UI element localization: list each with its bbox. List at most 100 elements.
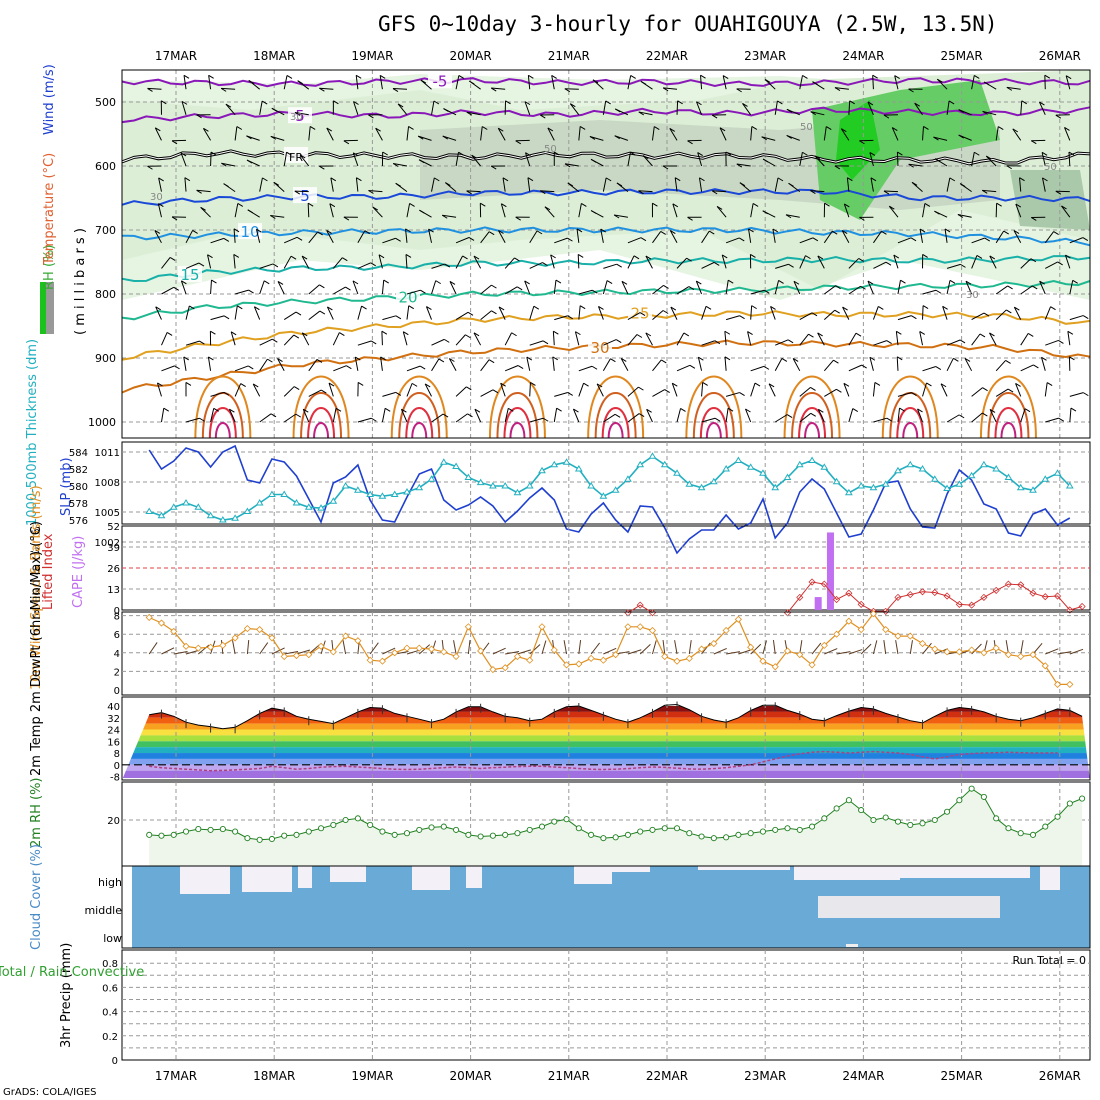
wind-barb: [841, 230, 850, 244]
thickness-point: [673, 469, 681, 476]
wind-barb: [259, 338, 273, 346]
temperature-band: [122, 723, 1090, 730]
wind-barb: [180, 280, 187, 295]
temperature-contour: [121, 77, 1091, 88]
wind-barb-flag: [379, 74, 386, 79]
wind-barb-flag: [368, 190, 374, 194]
wind-barb-flag: [317, 231, 323, 236]
wind-speed-point: [1066, 680, 1074, 688]
wind-barb: [382, 237, 396, 244]
surface-temperature-contour: [313, 422, 330, 439]
surface-temperature-contour: [300, 392, 343, 439]
wind-barb: [504, 365, 519, 372]
wind-barb-flag: [870, 177, 877, 182]
wind-barb: [578, 289, 593, 295]
wind-barb: [578, 383, 585, 397]
wind-barb: [894, 75, 899, 90]
wind-barb-flag: [788, 263, 794, 268]
wind-barb: [638, 190, 653, 193]
pressure-tick-label: 700: [95, 224, 116, 237]
middle-cloud-gap: [818, 896, 870, 900]
surface-temperature-contour: [594, 392, 637, 439]
wind-barb-flag: [481, 126, 488, 130]
rh-point: [698, 833, 705, 840]
wind-barb: [651, 640, 657, 655]
wind-barb: [552, 331, 555, 346]
wind-barb-flag: [270, 215, 276, 219]
thickness-point: [403, 487, 411, 495]
wind-barb-flag: [748, 228, 754, 233]
wind-barb: [1020, 100, 1023, 115]
wind-barb-flag: [664, 389, 670, 393]
surface-temperature-contour: [1000, 422, 1017, 439]
rh-point: [845, 797, 852, 804]
wind-barb: [355, 75, 359, 90]
wind-barb-flag: [922, 253, 928, 258]
wind-barb: [480, 359, 490, 372]
wind-barb-flag: [688, 286, 695, 290]
wind-barb: [234, 365, 249, 372]
surface-temperature-contour: [881, 375, 939, 439]
wind-barb: [672, 203, 678, 218]
wind-barb: [883, 640, 887, 655]
wind-barb-flag: [1027, 332, 1034, 337]
wind-barb: [308, 231, 319, 244]
wind-barb: [228, 409, 236, 423]
wind-barb-flag: [271, 107, 278, 112]
wind-barb-flag: [466, 386, 472, 391]
wind-barb: [1045, 261, 1058, 269]
wind-barb: [646, 409, 653, 423]
cloud-level-label: low: [103, 932, 122, 945]
wind-barb-flag: [353, 152, 359, 157]
high-cloud-gap: [180, 866, 230, 894]
wind-barb: [995, 126, 999, 141]
contour-label-bg: [284, 147, 308, 163]
wind-barb-flag: [163, 407, 170, 412]
wind-barb: [652, 389, 665, 397]
date-label: 20MAR: [450, 49, 492, 63]
wind-barb: [1041, 357, 1046, 371]
wind-barb: [824, 648, 838, 655]
wind-barb: [517, 649, 531, 655]
wind-barb: [161, 332, 168, 346]
wind-barb-flag: [923, 126, 929, 130]
wind-barb-flag: [645, 332, 652, 337]
date-label: 24MAR: [842, 49, 884, 63]
wind-barb-flag: [937, 78, 943, 83]
wind-barb-flag: [273, 181, 280, 186]
rh-point: [158, 832, 165, 839]
wind-barb: [326, 127, 334, 141]
wind-barb: [380, 356, 383, 371]
wind-barb: [603, 339, 617, 346]
wind-barb-flag: [270, 135, 277, 140]
wind-barb-flag: [861, 364, 867, 369]
wind-barb-flag: [670, 230, 676, 234]
wind-barb: [725, 392, 740, 397]
wind-barb-flag: [844, 203, 850, 208]
temperature-band: [122, 764, 1090, 771]
wind-barb: [895, 331, 899, 346]
wind-barb-flag: [949, 177, 956, 182]
wind-barb-flag: [878, 306, 884, 310]
wind-barb-flag: [1013, 230, 1020, 234]
wind-barb-flag: [919, 228, 926, 233]
wind-barb-flag: [443, 338, 450, 343]
thickness-point: [783, 473, 792, 480]
wind-barb: [529, 262, 543, 269]
wind-barb: [234, 203, 239, 218]
wind-barb-flag: [636, 334, 643, 338]
wind-barb: [527, 177, 531, 192]
surface-temperature-contour: [411, 422, 428, 439]
wind-barb-flag: [777, 177, 784, 182]
wind-barb-flag: [722, 75, 729, 79]
wind-barb: [603, 647, 617, 655]
rh-point: [894, 818, 902, 825]
wind-barb-flag: [736, 88, 742, 93]
wind-barb-flag: [381, 330, 388, 335]
wind-barb-flag: [295, 413, 302, 418]
wind-barb-flag: [540, 114, 546, 119]
wind-barb-flag: [1015, 203, 1022, 208]
rh-point: [809, 823, 816, 830]
wind-barb: [210, 151, 212, 167]
wind-barb: [1020, 640, 1024, 655]
